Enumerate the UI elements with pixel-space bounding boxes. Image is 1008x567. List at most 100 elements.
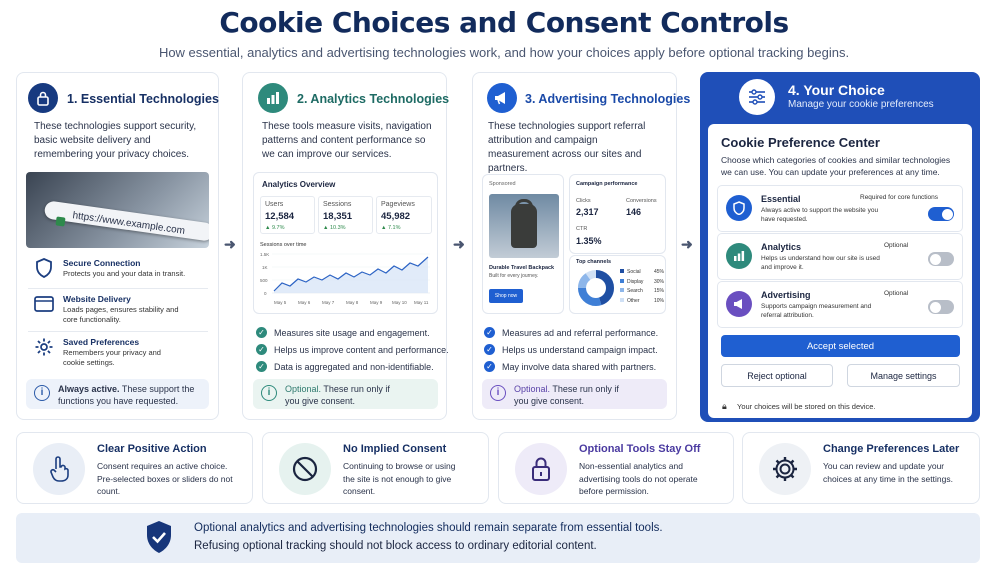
page-subtitle: How essential, analytics and advertising… [158, 45, 850, 60]
backpack-photo [489, 194, 559, 258]
xtick: May 8 [346, 300, 359, 305]
principle-card: Change Preferences Later You can review … [742, 432, 980, 504]
principle-desc: Continuing to browse or using the site i… [343, 461, 456, 496]
principle-title: No Implied Consent [343, 443, 447, 455]
check-text: Measures ad and referral performance. [502, 327, 659, 338]
analytics-heading: 2. Analytics Technologies [297, 92, 450, 106]
check-text: Measures site usage and engagement. [274, 327, 430, 338]
check-item: ✓ Measures ad and referral performance. [484, 327, 658, 338]
principle-desc: Non-essential analytics and advertising … [579, 461, 698, 496]
principle-card: No Implied Consent Continuing to browse … [262, 432, 489, 504]
banner-line2: Refusing optional tracking should not bl… [194, 540, 597, 552]
feature-desc: Loads pages, ensures stability and core … [63, 305, 179, 324]
lock-icon: 🔒︎ [722, 401, 727, 411]
megaphone-icon [487, 83, 517, 113]
preference-center-title: Cookie Preference Center [721, 135, 880, 150]
info-text: These run only if you give consent. [285, 384, 390, 406]
feature-secure: Secure Connection Protects you and your d… [34, 258, 203, 279]
analytics-toggle[interactable] [928, 252, 954, 266]
row-tag: Required for core functions [860, 194, 939, 201]
check-text: Helps us improve content and performance… [274, 344, 449, 355]
row-tag: Optional [884, 242, 909, 249]
divider [28, 288, 208, 289]
metric-sessions: Sessions 18,351 ▲ 10.3% [318, 196, 373, 234]
conversions-value: 146 [626, 207, 642, 217]
principle-title: Change Preferences Later [823, 443, 960, 455]
check-icon: ✓ [256, 361, 267, 372]
ad-title: Durable Travel Backpack [489, 265, 555, 271]
padlock-icon [55, 216, 66, 227]
check-text: May involve data shared with partners. [502, 361, 657, 372]
channels-title: Top channels [576, 259, 612, 265]
channels-donut-chart [578, 270, 614, 306]
principle-desc: You can review and update your choices a… [823, 461, 953, 484]
check-icon: ✓ [484, 361, 495, 372]
accept-selected-button[interactable]: Accept selected [721, 335, 960, 357]
arrow-icon: ➜ [224, 236, 236, 252]
check-item: ✓ Measures site usage and engagement. [256, 327, 430, 338]
padlock-icon [515, 443, 567, 495]
top-channels: Top channels Social 45% Display 30% Search… [569, 255, 666, 314]
preference-center [708, 124, 972, 418]
row-title: Advertising [761, 290, 811, 300]
campaign-performance: Campaign performance Clicks 2,317 Conver… [569, 174, 666, 254]
principle-desc: Consent requires an active choice. Pre-s… [97, 461, 233, 496]
clicks-value: 2,317 [576, 207, 599, 217]
summary-banner: Optional analytics and advertising techn… [16, 513, 980, 563]
clicks-label: Clicks [576, 198, 591, 204]
feature-title: Secure Connection [63, 258, 141, 268]
conversions-label: Conversions [626, 198, 657, 204]
metric-users: Users 12,584 ▲ 9.7% [260, 196, 315, 234]
feature-title: Saved Preferences [63, 337, 140, 347]
xtick: May 11 [414, 300, 429, 305]
reject-optional-button[interactable]: Reject optional [721, 364, 833, 387]
essential-toggle[interactable] [928, 207, 954, 221]
bar-chart-icon [258, 83, 288, 113]
ytick: 0 [264, 291, 267, 296]
check-item: ✓ Helps us improve content and performanc… [256, 344, 449, 355]
prohibited-icon [279, 443, 331, 495]
megaphone-icon [726, 291, 752, 317]
ytick: 1.5K [260, 252, 269, 257]
essential-heading: 1. Essential Technologies [67, 92, 219, 106]
shield-icon [726, 195, 752, 221]
shop-now-button[interactable]: Shop now [489, 289, 523, 303]
page-title: Cookie Choices and Consent Controls [219, 6, 789, 39]
lock-icon [28, 83, 58, 113]
metric-label: Users [265, 201, 284, 208]
check-item: ✓ Data is aggregated and non-identifiable… [256, 361, 434, 372]
advertising-info: i Optional. These run only if you give c… [482, 379, 667, 409]
check-text: Helps us understand campaign impact. [502, 344, 658, 355]
metric-label: Sessions [323, 201, 352, 208]
xtick: May 9 [370, 300, 383, 305]
analytics-row: Analytics Helps us understand how our si… [717, 233, 963, 280]
ctr-value: 1.35% [576, 236, 602, 246]
dashboard-title: Analytics Overview [262, 180, 336, 189]
info-bold: Optional. [514, 384, 551, 394]
advertising-row: Advertising Supports campaign measuremen… [717, 281, 963, 328]
metric-pageviews: Pageviews 45,982 ▲ 7.1% [376, 196, 432, 234]
sliders-icon [739, 79, 775, 115]
row-tag: Optional [884, 290, 909, 297]
row-desc: Supports campaign measurement and referr… [761, 303, 872, 319]
shield-check-icon [144, 519, 174, 560]
manage-settings-button[interactable]: Manage settings [847, 364, 960, 387]
info-bold: Optional. [285, 384, 322, 394]
feature-title: Website Delivery [63, 294, 131, 304]
row-desc: Always active to support the website you… [761, 207, 879, 223]
advertising-heading: 3. Advertising Technologies [525, 92, 691, 106]
browser-photo: https://www.example.com [26, 172, 209, 248]
essential-desc: These technologies support security, bas… [34, 121, 197, 160]
essential-info: i Always active. These support the funct… [26, 379, 209, 409]
check-item: ✓ Helps us understand campaign impact. [484, 344, 658, 355]
feature-delivery: Website Delivery Loads pages, ensures sta… [34, 294, 183, 325]
info-icon: i [261, 385, 277, 401]
advertising-toggle[interactable] [928, 300, 954, 314]
advertising-desc: These technologies support referral attr… [488, 121, 646, 174]
divider [28, 331, 208, 332]
xtick: May 6 [298, 300, 311, 305]
shield-icon [34, 258, 54, 278]
feature-desc: Remembers your privacy and cookie settin… [63, 348, 161, 367]
info-bold: Always active. [58, 384, 120, 394]
metric-delta: ▲ 9.7% [265, 225, 285, 231]
